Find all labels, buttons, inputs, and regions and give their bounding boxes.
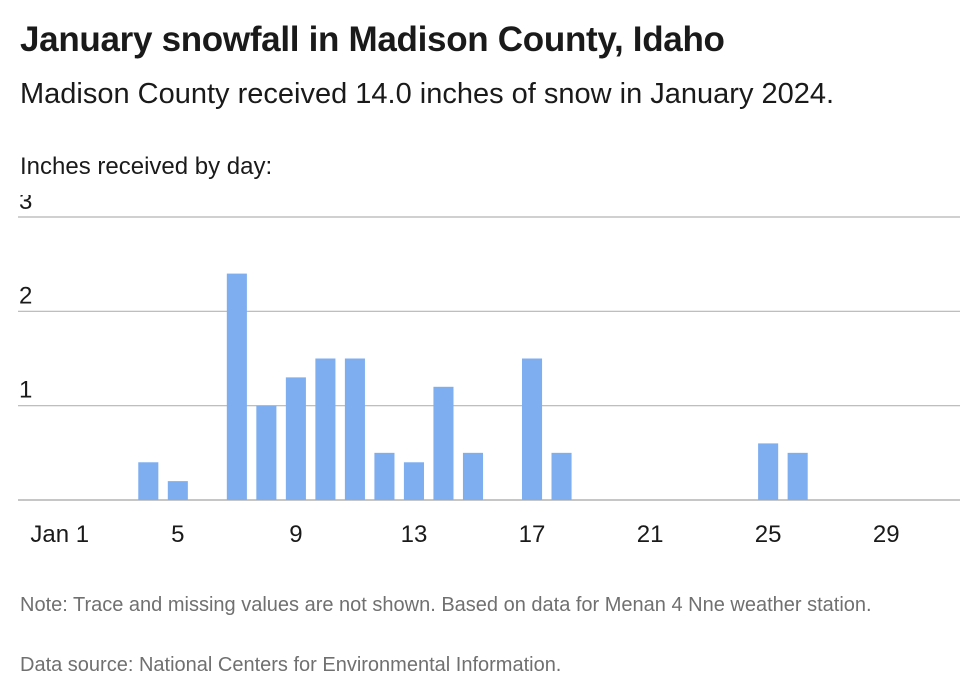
chart-title: January snowfall in Madison County, Idah…	[20, 20, 725, 59]
x-tick-label: 29	[873, 521, 900, 548]
bar-day-15	[462, 452, 484, 500]
y-tick-label: 3	[19, 195, 32, 215]
x-tick-label: Jan 1	[30, 521, 89, 548]
bar-day-11	[344, 358, 365, 500]
bar-day-26	[787, 452, 808, 500]
x-tick-label: 13	[401, 521, 428, 548]
bar-day-8	[256, 405, 277, 500]
bars	[138, 273, 808, 500]
bar-day-17	[521, 358, 543, 500]
bar-day-9	[285, 377, 306, 500]
bar-day-18	[551, 452, 572, 500]
bar-day-25	[758, 443, 779, 500]
chart-note: Note: Trace and missing values are not s…	[20, 594, 872, 616]
bar-day-14	[433, 386, 454, 500]
x-tick-label: 9	[289, 521, 302, 548]
y-tick-label: 2	[19, 282, 32, 309]
x-tick-labels: Jan 1 5 9 13 17 21 25 29	[30, 521, 899, 548]
x-tick-label: 17	[519, 521, 546, 548]
x-tick-label: 21	[637, 521, 664, 548]
bar-day-5	[167, 481, 188, 500]
x-tick-label: 25	[755, 521, 782, 548]
bar-day-7	[226, 273, 247, 500]
bar-day-10	[315, 358, 336, 500]
y-axis-label: Inches received by day:	[20, 153, 273, 180]
chart-subtitle: Madison County received 14.0 inches of s…	[20, 78, 835, 110]
bar-day-4	[138, 462, 159, 500]
y-tick-label: 1	[19, 377, 32, 404]
data-source: Data source: National Centers for Enviro…	[20, 654, 562, 676]
gridlines	[18, 216, 960, 501]
bar-day-13	[403, 462, 424, 500]
x-tick-label: 5	[171, 521, 184, 548]
snowfall-bar-chart: 1 2 3 Jan 1 5 9 13 17 21 25 29	[18, 195, 960, 548]
y-tick-labels: 1 2 3	[19, 195, 32, 404]
bar-day-12	[374, 452, 395, 500]
